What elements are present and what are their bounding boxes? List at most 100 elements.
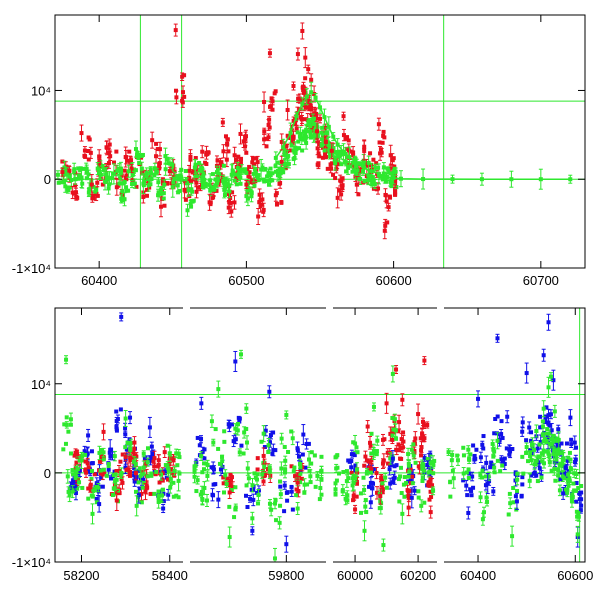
panel1-series1-cloud-point: [86, 157, 91, 162]
panel2-series3-cloud-point: [204, 461, 209, 466]
panel2-series3-cloud-point: [298, 461, 303, 466]
panel2-series3-cloud-point: [233, 426, 238, 431]
panel1-series1-cloud-point: [229, 209, 234, 214]
panel1-series2-cloud-point: [189, 199, 194, 204]
panel2-series2-cloud-point: [394, 448, 399, 453]
panel1-series2-cloud-point: [296, 139, 301, 144]
panel2-series3-cloud-point: [274, 518, 279, 523]
panel1-series2-cloud-point: [322, 148, 327, 153]
panel2-series3-cloud-point: [96, 485, 101, 490]
panel2-series1-cloud-point: [89, 449, 94, 454]
panel1-series2-cloud-point: [124, 185, 129, 190]
panel2-series2-cloud-point: [128, 458, 133, 463]
panel1-series2-point: [156, 193, 161, 198]
panel2-series2-cloud-point: [162, 450, 167, 455]
panel2-series3-cloud-point: [482, 510, 487, 515]
panel1-series2-cloud-point: [295, 130, 300, 135]
panel2-series1-cloud-point: [123, 432, 128, 437]
panel2-series3-cloud-point: [80, 454, 85, 459]
panel2-series3-point: [546, 385, 551, 390]
panel2-series3-cloud-point: [554, 457, 559, 462]
panel2-series1-cloud-point: [529, 473, 534, 478]
panel2-series3-cloud-point: [511, 500, 516, 505]
panel2-series1-cloud-point: [566, 469, 571, 474]
panel2-series3-cloud-point: [566, 472, 571, 477]
panel2-series3-cloud-point: [464, 470, 469, 475]
panel1-series2-cloud-point: [208, 188, 213, 193]
panel1-series1-cloud-point: [194, 189, 199, 194]
panel1-series1-point: [303, 55, 308, 60]
panel1-series1-point: [329, 148, 334, 153]
panel1-series1-cloud-point: [119, 191, 124, 196]
panel1-series2-cloud-point: [98, 171, 103, 176]
panel2-series2-cloud-point: [391, 430, 396, 435]
panel2-series1-cloud-point: [114, 409, 119, 414]
panel2-series3-cloud-point: [359, 510, 364, 515]
panel2-series3-cloud-point: [312, 453, 317, 458]
panel2-series3-cloud-point: [337, 471, 342, 476]
panel2-series3-cloud-point: [547, 431, 552, 436]
panel2-series1-point: [561, 491, 566, 496]
panel1-series2-cloud-point: [210, 172, 215, 177]
panel2-series1-cloud-point: [559, 441, 564, 446]
panel2-series3-cloud-point: [402, 475, 407, 480]
panel2-series3-cloud-point: [528, 454, 533, 459]
panel1-series2-point: [288, 131, 293, 136]
panel2-series3-cloud-point: [255, 477, 260, 482]
panel2-series3-cloud-point: [256, 493, 261, 498]
panel1-series1-cloud-point: [272, 91, 277, 96]
panel2-series3-cloud-point: [378, 506, 383, 511]
panel2-series3-cloud-point: [492, 465, 497, 470]
panel1-series2-point: [304, 94, 309, 99]
panel2-series1-cloud-point: [537, 466, 542, 471]
panel1-series1-cloud-point: [243, 134, 248, 139]
panel2-series2-cloud-point: [139, 491, 144, 496]
panel2-series1-cloud-point: [481, 446, 486, 451]
panel2-series3-cloud-point: [125, 440, 130, 445]
panel1-series2-cloud-point: [355, 168, 360, 173]
panel2-series3-cloud-point: [524, 451, 529, 456]
panel1-series2-cloud-point: [327, 150, 332, 155]
panel1-series2-cloud-point: [156, 190, 161, 195]
panel1-series2-cloud-point: [268, 166, 273, 171]
panel2-series2-cloud-point: [117, 491, 122, 496]
panel2-series2-cloud-point: [100, 472, 105, 477]
panel2-series1-cloud-point: [197, 443, 202, 448]
panel2-series3-cloud-point: [237, 450, 242, 455]
panel1-series1-cloud-point: [154, 141, 159, 146]
panel2-series3-cloud-point: [468, 452, 473, 457]
panel2-series1-cloud-point: [558, 477, 563, 482]
panel1-series2-cloud-point: [254, 173, 259, 178]
panel2-series3-cloud-point: [540, 424, 545, 429]
panel2-series3-cloud-point: [233, 485, 238, 490]
panel1-series1-cloud-point: [291, 118, 296, 123]
panel1-series2-cloud-point: [122, 197, 127, 202]
panel1-series1-cloud-point: [261, 207, 266, 212]
panel2-series2-cloud-point: [405, 488, 410, 493]
panel2-series3-cloud-point: [279, 436, 284, 441]
panel2-series3-cloud-point: [553, 478, 558, 483]
panel2-series3-cloud-point: [506, 512, 511, 517]
panel1-series2-cloud-point: [183, 179, 188, 184]
panel1-series1-cloud-point: [187, 176, 192, 181]
panel2-series3-cloud-point: [551, 452, 556, 457]
panel2-series3-cloud-point: [380, 481, 385, 486]
panel2-series1-cloud-point: [262, 445, 267, 450]
panel2-series1-cloud-point: [548, 412, 553, 417]
panel2-series3-cloud-point: [345, 493, 350, 498]
panel1-series1-point: [376, 122, 381, 127]
panel2-series3-cloud-point: [539, 475, 544, 480]
panel1-series2-cloud-point: [118, 166, 123, 171]
panel2-series3-cloud-point: [398, 465, 403, 470]
panel1-series2-cloud-point: [350, 160, 355, 165]
panel1-series2-cloud-point: [369, 178, 374, 183]
panel2-series3-cloud-point: [192, 466, 197, 471]
panel2-series1-cloud-point: [394, 463, 399, 468]
panel1-series2-cloud-point: [140, 152, 145, 157]
panel2-series3-cloud-point: [369, 431, 374, 436]
panel2-series2-point: [261, 453, 266, 458]
panel2-series3-cloud-point: [540, 433, 545, 438]
panel1-x-tick-label: 60400: [81, 273, 117, 288]
panel2-series1-cloud-point: [569, 437, 574, 442]
panel2-series1-cloud-point: [529, 430, 534, 435]
